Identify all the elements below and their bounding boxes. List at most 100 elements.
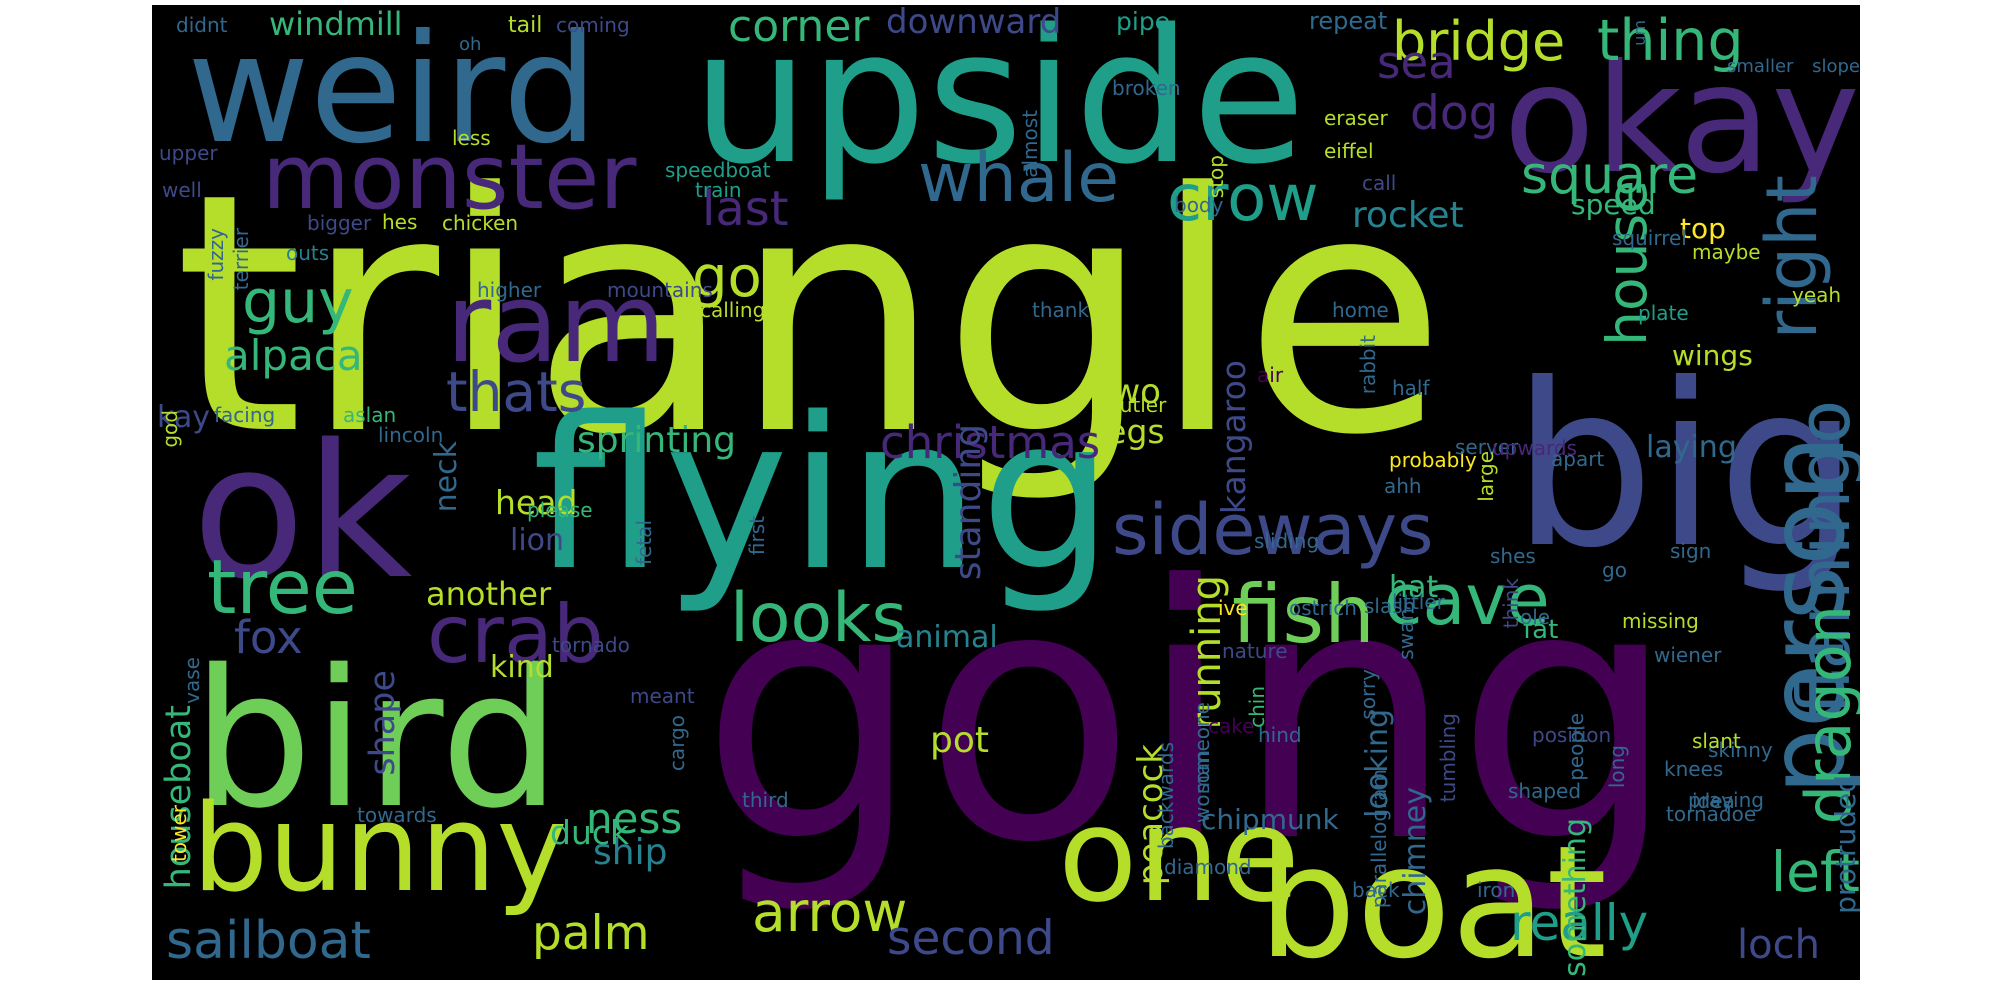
cloud-word-rabbit: rabbit — [1356, 335, 1380, 395]
cloud-word-stop: stop — [1204, 155, 1228, 199]
cloud-word-slant: slant — [1692, 729, 1741, 753]
cloud-word-smaller: smaller — [1727, 56, 1794, 77]
cloud-word-ole: ole — [1520, 605, 1551, 629]
cloud-word-thank: thank — [1032, 298, 1090, 322]
cloud-word-people: people — [1564, 713, 1588, 781]
cloud-word-apart: apart — [1551, 447, 1605, 471]
cloud-word-fetal: fetal — [632, 520, 656, 565]
cloud-word-duck: duck — [550, 813, 630, 852]
cloud-word-bridge: bridge — [1392, 10, 1566, 73]
cloud-word-looks: looks — [730, 579, 907, 658]
cloud-word-palm: palm — [532, 906, 650, 961]
cloud-word-kay: kay — [157, 400, 210, 435]
cloud-word-christmas: christmas — [880, 416, 1101, 469]
cloud-word-less: less — [452, 126, 491, 150]
cloud-word-animal: animal — [896, 620, 998, 655]
cloud-word-two: two — [1099, 372, 1161, 412]
cloud-word-arrow: arrow — [752, 880, 908, 944]
cloud-word-fat: fat — [1523, 615, 1559, 645]
cloud-word-crab: crab — [427, 588, 604, 681]
cloud-word-sprinting: sprinting — [577, 420, 737, 461]
cloud-word-head: head — [495, 483, 578, 522]
cloud-word-last: last — [702, 181, 789, 237]
cloud-word-woman: woman — [1190, 750, 1214, 824]
cloud-word-vase: vase — [180, 657, 204, 704]
cloud-word-big: big — [1511, 336, 1860, 598]
cloud-word-diamond: diamond — [1164, 855, 1252, 879]
cloud-word-god: god — [158, 410, 182, 448]
cloud-word-call: call — [1362, 171, 1397, 195]
cloud-word-backwards: backwards — [1154, 742, 1178, 850]
cloud-word-think: think — [1499, 578, 1523, 629]
cloud-word-something: something — [1558, 818, 1593, 977]
cloud-word-another: another — [426, 575, 552, 613]
cloud-word-slash: slash — [1364, 594, 1416, 618]
cloud-word-ostrich: ostrich — [1289, 596, 1357, 620]
cloud-word-windmill: windmill — [269, 5, 403, 43]
cloud-word-pot: pot — [930, 720, 989, 761]
cloud-word-bunny: bunny — [192, 780, 568, 919]
cloud-word-hes: hes — [382, 210, 418, 234]
cloud-word-hind: hind — [1258, 723, 1302, 747]
cloud-word-body: body — [1174, 193, 1224, 217]
cloud-word-plate: plate — [1638, 301, 1689, 325]
cloud-word-sea: sea — [1377, 36, 1456, 89]
cloud-word-tower: tower — [167, 805, 191, 862]
cloud-word-butler: butler — [1107, 393, 1167, 417]
cloud-word-shes: shes — [1490, 544, 1536, 568]
word-cloud: triangle going upside weird flying ok big bird o… — [152, 5, 1860, 980]
cloud-word-ok: ok — [192, 404, 413, 620]
cloud-word-ive: ive — [1218, 596, 1248, 620]
cloud-word-chin: chin — [1245, 686, 1269, 728]
cloud-word-knees: knees — [1664, 757, 1724, 781]
cloud-word-position: position — [1532, 723, 1612, 747]
cloud-word-top: top — [1680, 212, 1726, 245]
cloud-word-ahh: ahh — [1384, 474, 1422, 498]
cloud-word-thats: thats — [446, 360, 587, 424]
cloud-word-outs: outs — [286, 241, 330, 265]
cloud-word-sideways: sideways — [1112, 489, 1434, 571]
cloud-word-littler: littler — [1392, 590, 1445, 614]
cloud-word-cave: cave — [1384, 559, 1550, 641]
cloud-word-chipmunk: chipmunk — [1201, 803, 1339, 836]
cloud-word-corner: corner — [728, 5, 870, 52]
cloud-word-speed: speed — [1571, 188, 1656, 221]
cloud-word-neck: neck — [429, 441, 464, 513]
cloud-word-long: long — [1605, 745, 1629, 789]
cloud-word-speedboat: speedboat — [665, 158, 771, 182]
cloud-word-laying: laying — [1646, 430, 1737, 465]
cloud-word-okay: okay — [1503, 33, 1860, 207]
cloud-word-cake: cake — [1208, 714, 1255, 738]
cloud-word-fish: fish — [1232, 568, 1375, 661]
cloud-word-server: server — [1455, 435, 1519, 459]
cloud-word-missing: missing — [1622, 609, 1699, 633]
cloud-word-iron: iron — [1477, 878, 1516, 902]
cloud-word-bird: bird — [192, 629, 561, 850]
cloud-word-standing: standing — [948, 424, 989, 581]
cloud-word-swan: swan — [1394, 608, 1418, 660]
cloud-word-oh: oh — [459, 34, 482, 55]
cloud-word-mountains: mountains — [607, 278, 713, 302]
cloud-word-pipe: pipe — [1116, 7, 1171, 36]
cloud-word-coming: coming — [556, 13, 630, 37]
cloud-word-squirrel: squirrel — [1612, 226, 1687, 250]
cloud-word-tree: tree — [207, 543, 358, 631]
cloud-word-tornado: tornado — [552, 633, 630, 657]
cloud-word-boat: boat — [1258, 812, 1607, 980]
cloud-word-tumbling: tumbling — [1436, 713, 1460, 803]
cloud-word-calling: calling — [700, 298, 766, 322]
cloud-word-crow: crow — [1167, 162, 1319, 236]
cloud-word-triangle: triangle — [174, 123, 1447, 507]
cloud-word-fuzzy: fuzzy — [204, 228, 228, 281]
cloud-word-wings: wings — [1672, 339, 1753, 372]
cloud-word-loch: loch — [1737, 922, 1820, 968]
cloud-word-weird: weird — [187, 5, 598, 177]
cloud-word-back: back — [1352, 878, 1400, 902]
cloud-word-skinny: skinny — [1708, 738, 1773, 762]
cloud-word-broken: broken — [1112, 76, 1181, 100]
cloud-word-nature: nature — [1222, 639, 1288, 663]
cloud-word-slope: slope — [1812, 56, 1860, 77]
cloud-word-going: going — [700, 511, 1678, 919]
cloud-word-almost: almost — [1018, 110, 1042, 178]
cloud-word-facing: facing — [214, 403, 276, 427]
